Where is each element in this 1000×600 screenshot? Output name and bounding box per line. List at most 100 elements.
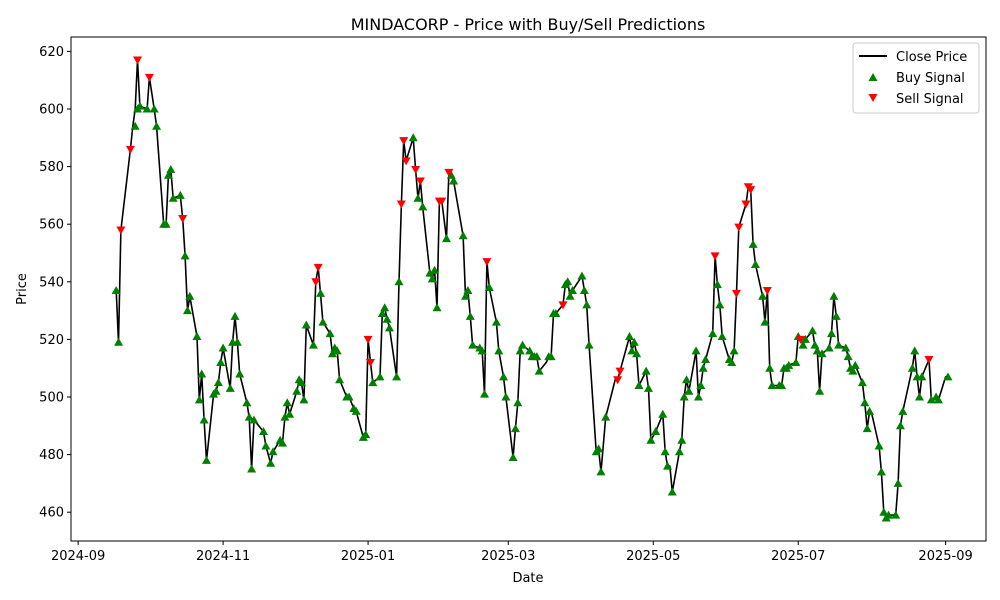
buy-signal-marker [235,369,245,378]
sell-signal-marker [796,335,806,344]
buy-signal-marker [344,392,354,401]
buy-signal-marker [933,395,943,404]
buy-signal-marker [748,239,758,248]
axes-frame [70,36,987,542]
buy-signal-marker [130,121,140,130]
buy-signal-marker [798,340,808,349]
buy-signal-marker [629,337,639,346]
chart-title: MINDACORP - Price with Buy/Sell Predicti… [351,15,706,34]
sell-signal-marker [178,214,188,223]
y-tick-label: 600 [39,103,64,118]
buy-signal-marker [297,378,307,387]
buy-signal-marker [249,415,259,424]
buy-signal-marker [701,355,711,364]
sell-signal-marker [144,73,154,82]
y-tick-label: 620 [39,45,64,60]
buy-signal-marker [824,343,834,352]
sell-signal-marker [924,356,934,365]
sell-signal-marker [415,177,425,186]
buy-signal-marker [185,291,195,300]
sell-signal-marker [311,278,321,287]
buy-signal-marker [377,308,387,317]
y-tick-label: 540 [39,275,64,290]
buy-signal-marker [862,424,872,433]
sell-signal-marker [396,200,406,209]
buy-signal-marker [691,346,701,355]
buy-signal-marker [696,380,706,389]
buy-signal-marker [717,332,727,341]
buy-signal-marker [380,303,390,312]
x-tick-label: 2024-11 [196,549,250,564]
buy-signal-marker [111,285,121,294]
buy-signal-marker [582,300,592,309]
buy-signal-marker [551,308,561,317]
buy-signal-marker [384,323,394,332]
buy-signal-marker [199,415,209,424]
buy-signal-marker [596,467,606,476]
buy-signal-marker [408,133,418,142]
buy-signal-marker [382,314,392,323]
buy-signal-marker [667,487,677,496]
buy-signal-marker [477,346,487,355]
legend-buy-label: Buy Signal [896,71,965,86]
sell-signal-marker [482,258,492,267]
buy-signal-marker [532,352,542,361]
buy-signal-marker [282,398,292,407]
buy-signal-marker [693,392,703,401]
buy-signal-marker [827,329,837,338]
axes-ticks: 2024-09 2024-11 2025-01 2025-03 2025-05 2025-… [39,45,973,564]
buy-signal-marker [829,291,839,300]
buy-signal-marker [698,363,708,372]
plot-area [111,56,953,522]
buy-signal-marker [458,231,468,240]
buy-signal-marker [765,363,775,372]
sell-signal-marker [558,301,568,310]
buy-signal-marker [280,412,290,421]
buy-signal-marker [213,378,223,387]
sell-signal-marker [365,358,375,367]
sell-signal-marker [313,263,323,272]
buy-signal-marker [261,441,271,450]
y-tick-label: 520 [39,333,64,348]
x-tick-label: 2025-07 [771,549,825,564]
buy-signal-marker [308,340,318,349]
buy-signal-marker [644,383,654,392]
buy-signal-marker [848,366,858,375]
buy-signal-marker [660,447,670,456]
buy-signal-marker [860,398,870,407]
buy-signal-marker [815,386,825,395]
buy-signal-marker [831,311,841,320]
legend-sell-label: Sell Signal [896,92,964,107]
y-tick-label: 500 [39,391,64,406]
buy-signal-marker [449,176,459,185]
buy-signal-marker [850,360,860,369]
sell-signal-marker [437,197,447,206]
sell-signal-marker [411,165,421,174]
sell-signal-marker [399,137,409,146]
buy-signal-marker [663,461,673,470]
buy-signal-marker [318,317,328,326]
y-tick-label: 560 [39,218,64,233]
buy-signal-marker [244,412,254,421]
buy-signal-marker [579,285,589,294]
sell-signal-marker [613,376,623,385]
buy-signal-marker [857,378,867,387]
sell-signal-marker [731,289,741,298]
buy-signal-marker [843,352,853,361]
buy-signal-marker [646,435,656,444]
buy-signal-marker [563,277,573,286]
sell-signal-marker [444,168,454,177]
buy-signal-marker [335,375,345,384]
buy-signal-marker [266,458,276,467]
buy-signal-marker [430,265,440,274]
buy-signal-marker [292,386,302,395]
buy-signal-marker [812,346,822,355]
buy-signal-marker [175,190,185,199]
buy-signal-marker [392,372,402,381]
buy-signal-marker [194,395,204,404]
buy-signal-marker [708,329,718,338]
x-tick-label: 2025-09 [918,549,972,564]
buy-signal-marker [784,360,794,369]
buy-signal-marker [651,427,661,436]
